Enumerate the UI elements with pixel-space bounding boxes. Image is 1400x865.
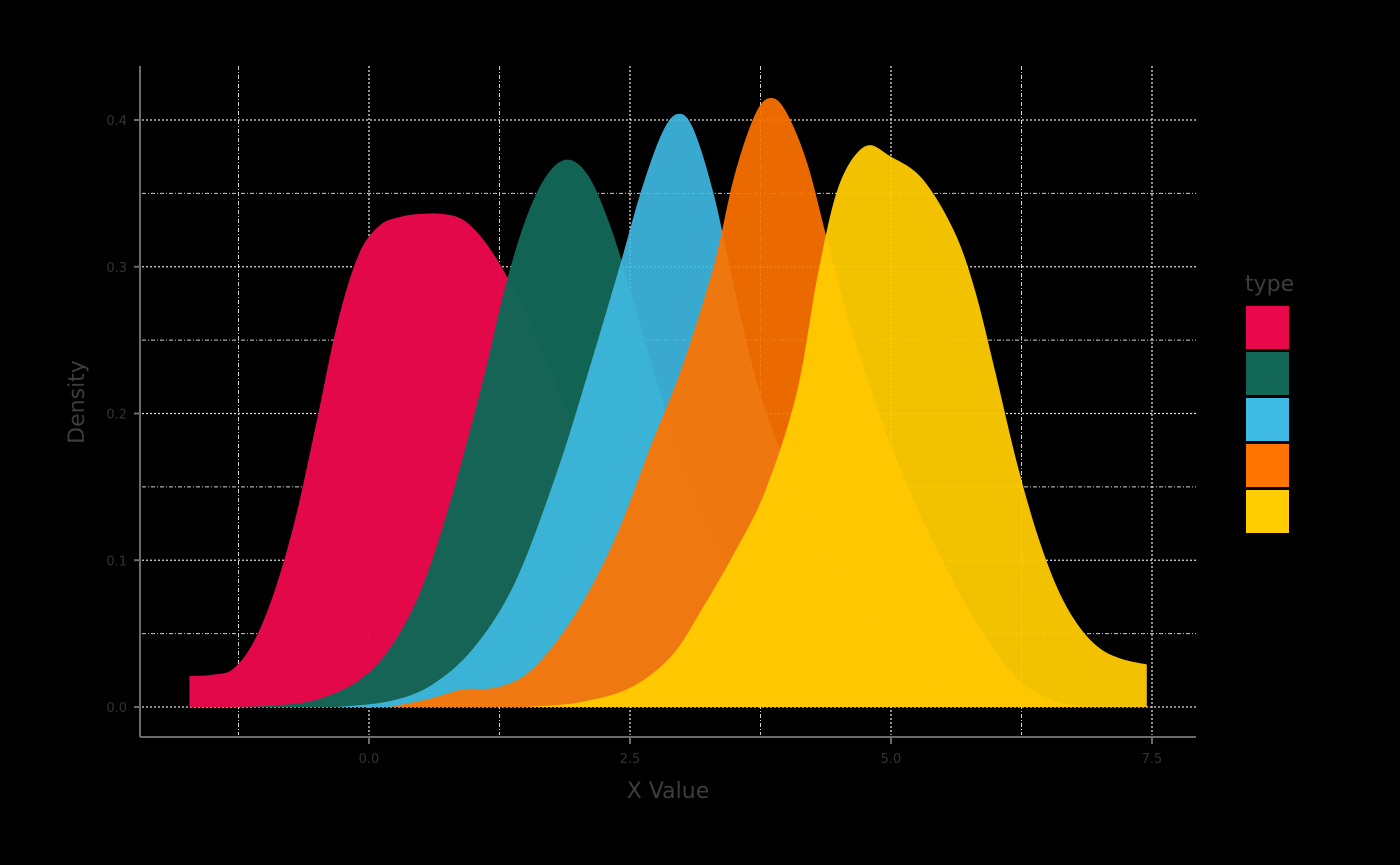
legend: type	[1245, 272, 1294, 533]
y-tick-label: 0.3	[106, 261, 127, 276]
legend-swatch-5	[1246, 490, 1289, 533]
y-tick-label: 0.2	[106, 408, 127, 423]
x-axis-ticks: 0.0 2.5 5.0 7.5	[359, 737, 1163, 767]
density-area-series-5	[525, 145, 1147, 707]
x-tick-label: 7.5	[1142, 752, 1163, 767]
legend-swatch-3	[1246, 398, 1289, 441]
density-series	[189, 97, 1147, 707]
legend-title: type	[1245, 272, 1294, 297]
x-axis-title: X Value	[627, 779, 709, 804]
legend-swatch-4	[1246, 444, 1289, 487]
x-tick-label: 0.0	[359, 752, 380, 767]
x-tick-label: 5.0	[881, 752, 902, 767]
y-tick-label: 0.4	[106, 114, 127, 129]
legend-swatch-2	[1246, 352, 1289, 395]
x-tick-label: 2.5	[620, 752, 641, 767]
legend-swatch-1	[1246, 306, 1289, 349]
y-axis-title: Density	[65, 360, 90, 444]
y-tick-label: 0.0	[106, 701, 127, 716]
y-axis-ticks: 0.0 0.1 0.2 0.3 0.4	[106, 114, 140, 716]
y-tick-label: 0.1	[106, 554, 127, 569]
